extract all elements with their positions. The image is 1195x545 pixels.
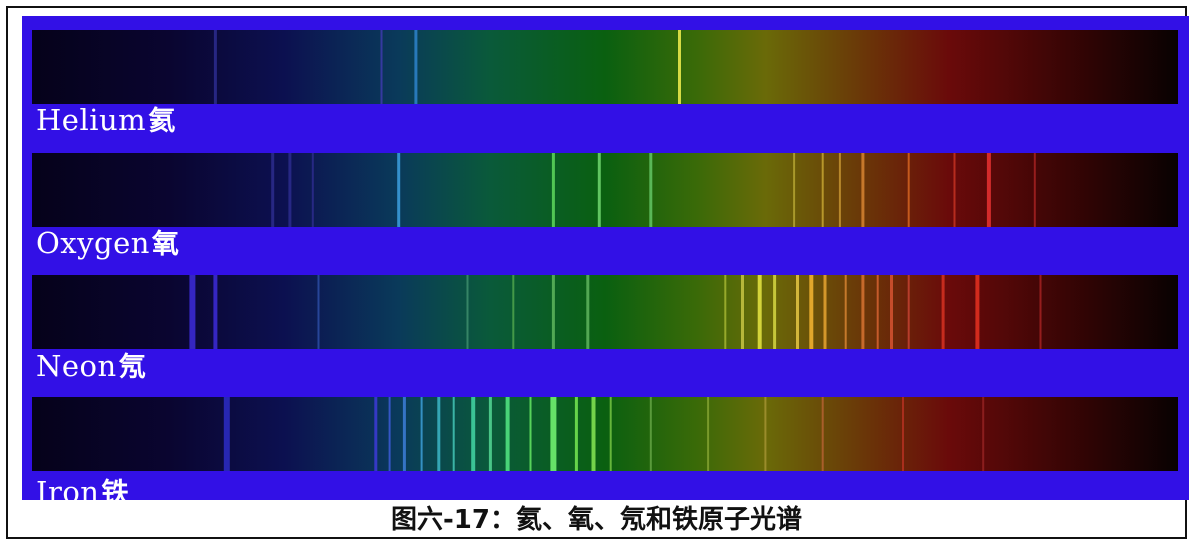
spectral-line [861,275,865,349]
spectral-line [414,30,418,104]
spectral-line [388,397,391,471]
spectral-line [861,153,865,227]
spectral-line [975,275,980,349]
oxygen-label-en: Oxygen [36,226,150,260]
iron-label-zh: 铁 [101,478,129,500]
spectral-line [773,275,777,349]
helium-spectrum-svg [32,30,1178,104]
iron-spectrum-svg [32,397,1178,471]
spectral-line [907,275,910,349]
oxygen-label: Oxygen氧 [36,227,179,261]
spectral-line [551,153,555,227]
oxygen-spectrum-svg [32,153,1178,227]
spectral-line [223,397,230,471]
spectral-line [796,275,799,349]
spectral-line [764,397,767,471]
spectral-line [488,397,492,471]
spectral-line [757,275,762,349]
spectral-line [380,30,383,104]
spectral-line [724,275,727,349]
spectral-line [649,397,652,471]
spectral-line [586,275,590,349]
spectral-line [505,397,510,471]
neon-label-en: Neon [36,349,117,383]
iron-label-clip: Iron铁 [22,472,1189,500]
oxygen-label-zh: 氧 [151,229,180,260]
spectral-line [809,275,814,349]
spectral-line [1039,275,1042,349]
spectral-line [437,397,441,471]
spectral-line [512,275,515,349]
spectral-line [821,153,824,227]
spectral-line [397,153,401,227]
spectral-line [907,153,910,227]
helium-label-zh: 氦 [148,106,176,137]
spectral-line [466,275,469,349]
spectral-line [271,153,275,227]
spectrum-background [32,275,1178,349]
spectral-line [982,397,985,471]
spectral-line [597,153,601,227]
spectral-line [678,30,681,104]
spectral-line [213,30,217,104]
spectrum-background [32,153,1178,227]
spectral-line [288,153,292,227]
spectral-line [823,275,827,349]
spectral-line [902,397,904,471]
spectral-line [452,397,455,471]
spectrum-background [32,397,1178,471]
spectral-line [953,153,956,227]
spectral-line [550,397,557,471]
spectral-line [317,275,320,349]
spectral-line [591,397,596,471]
spectral-line [649,153,653,227]
spectral-line [374,397,378,471]
helium-label-en: Helium [36,103,147,137]
neon-spectrum-band [32,275,1178,349]
spectral-line [529,397,532,471]
spectral-line [1033,153,1036,227]
iron-label: Iron铁 [36,476,129,500]
figure-frame: Helium氦 Oxygen氧 Neon氖 Iron铁 图六-17：氦、氧、氖和… [6,6,1189,539]
spectral-line [876,275,879,349]
spectral-line [793,153,796,227]
neon-spectrum-svg [32,275,1178,349]
helium-spectrum-band [32,30,1178,104]
spectral-line [574,397,578,471]
spectral-line [402,397,406,471]
spectral-line [986,153,991,227]
neon-label: Neon氖 [36,350,146,384]
spectral-line [189,275,196,349]
iron-spectrum-band [32,397,1178,471]
spectral-line [707,397,710,471]
spectral-line [609,397,612,471]
spectral-line [838,153,841,227]
spectral-line [890,275,893,349]
spectra-figure: Helium氦 Oxygen氧 Neon氖 Iron铁 [22,16,1189,500]
oxygen-spectrum-band [32,153,1178,227]
spectral-line [941,275,945,349]
spectral-line [741,275,744,349]
helium-label: Helium氦 [36,104,176,138]
spectral-line [420,397,423,471]
spectral-line [311,153,314,227]
spectrum-background [32,30,1178,104]
spectral-line [213,275,218,349]
neon-label-zh: 氖 [118,352,147,383]
spectral-line [844,275,847,349]
iron-label-en: Iron [36,475,100,500]
spectral-line [471,397,476,471]
figure-caption: 图六-17：氦、氧、氖和铁原子光谱 [391,505,802,535]
spectral-line [821,397,824,471]
spectral-line [551,275,555,349]
